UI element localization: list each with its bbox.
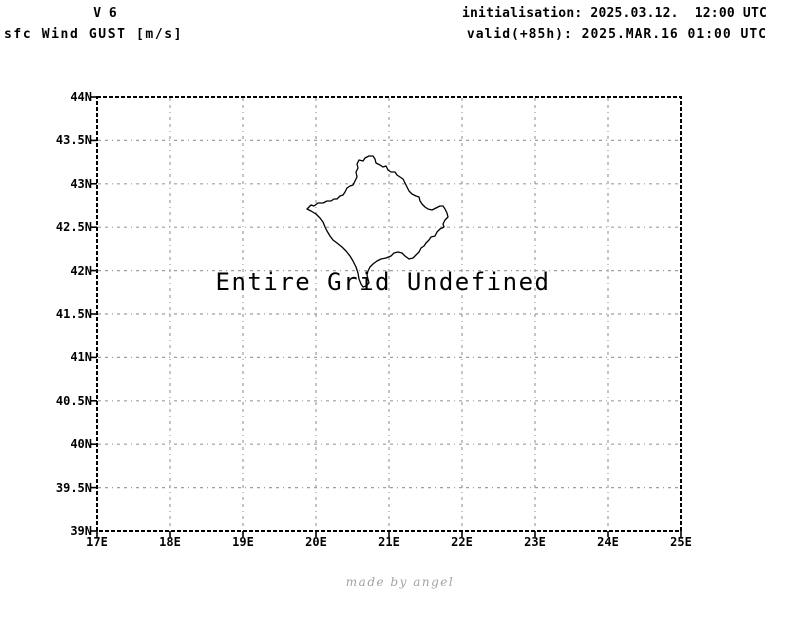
y-tick-label: 43N: [70, 176, 92, 191]
y-tick-label: 40N: [70, 437, 92, 452]
y-tick-label: 41N: [70, 350, 92, 365]
y-tick-label: 40.5N: [55, 393, 92, 408]
y-tick-label: 43.5N: [55, 133, 92, 148]
x-tick-label: 17E: [86, 535, 108, 549]
y-tick-label: 42.5N: [55, 220, 92, 235]
x-tick-label: 20E: [305, 535, 327, 549]
x-tick-label: 23E: [524, 535, 546, 549]
x-tick-label: 21E: [378, 535, 400, 549]
gridlines: [98, 98, 680, 530]
variable-label: sfc Wind GUST [m/s]: [4, 27, 184, 42]
y-tick-label: 44N: [70, 90, 92, 104]
kosovo-outline: [306, 155, 449, 288]
initialisation-label: initialisation: 2025.03.12. 12:00 UTC: [461, 6, 767, 21]
y-tick-label: 42N: [70, 263, 92, 278]
x-tick-label: 18E: [159, 535, 181, 549]
y-tick-label: 39.5N: [55, 480, 92, 495]
x-tick-label: 19E: [232, 535, 254, 549]
model-version-label: V 6: [93, 6, 117, 21]
undefined-grid-annotation: Entire Grid Undefined: [215, 268, 551, 296]
credit-text: made by angel: [345, 575, 455, 589]
y-tick-label: 41.5N: [55, 307, 92, 321]
axis-ticks: [90, 96, 682, 537]
x-tick-label: 24E: [597, 535, 619, 549]
valid-time-label: valid(+85h): 2025.MAR.16 01:00 UTC: [466, 27, 767, 42]
y-tick-label: 39N: [70, 524, 92, 538]
x-tick-label: 25E: [670, 535, 692, 549]
x-tick-label: 22E: [451, 535, 473, 549]
